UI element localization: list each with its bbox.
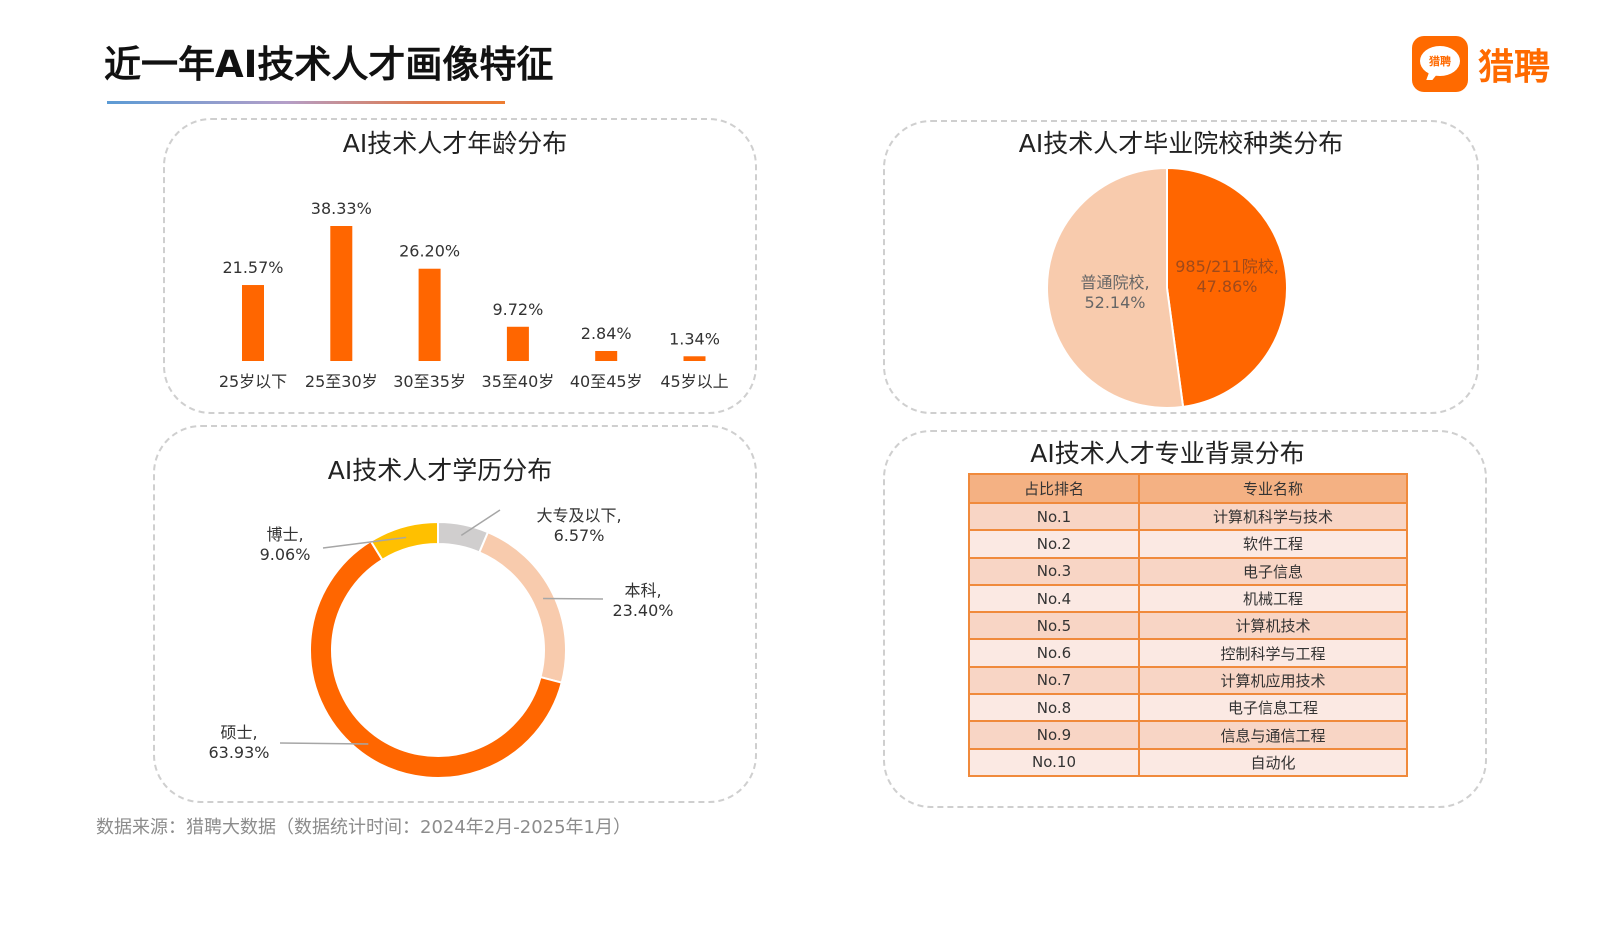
- school-pie-slice: [1046, 166, 1185, 409]
- table-row: No.2 软件工程: [968, 529, 1408, 559]
- age-bar: [330, 226, 353, 361]
- education-leader-line: [279, 742, 369, 745]
- rank-cell: No.5: [968, 611, 1140, 641]
- education-donut-chart: 大专及以下,6.57% 本科,23.40% 硕士,63.93% 博士,9.06%: [208, 506, 674, 779]
- age-category-label: 30至35岁: [393, 372, 466, 391]
- education-slice-name: 大专及以下,: [536, 506, 621, 525]
- age-bar-chart: 21.57% 25岁以下 38.33% 25至30岁 26.20% 30至35岁 9.72%…: [219, 199, 729, 391]
- age-value-label: 2.84%: [581, 324, 632, 343]
- education-chart-title: AI技术人才学历分布: [327, 456, 553, 485]
- data-source-note: 数据来源：猎聘大数据（数据统计时间：2024年2月-2025年1月）: [96, 817, 632, 838]
- age-value-label: 26.20%: [399, 242, 460, 261]
- major-ranking-table: 占比排名 专业名称 No.1 计算机科学与技术 No.2 软件工程 No.3 电子信息 No…: [968, 473, 1408, 777]
- school-distribution-panel: AI技术人才毕业院校种类分布 985/211院校, 47.86% 普通院校, 52.1…: [883, 120, 1479, 414]
- major-cell: 计算机应用技术: [1138, 665, 1408, 696]
- education-slice-name: 本科,: [624, 581, 661, 600]
- rank-cell: No.1: [968, 501, 1140, 532]
- rank-cell: No.7: [968, 665, 1140, 696]
- logo-badge-icon: 猎聘: [1412, 36, 1468, 92]
- table-header-row: 占比排名 专业名称: [968, 473, 1408, 504]
- table-row: No.5 计算机技术: [968, 611, 1408, 641]
- major-cell: 电子信息工程: [1138, 693, 1408, 723]
- column-header-major: 专业名称: [1138, 473, 1408, 504]
- school-pie-chart: 985/211院校,47.86% 普通院校,52.14%: [1046, 166, 1288, 409]
- rank-cell: No.8: [968, 693, 1140, 723]
- age-bar: [418, 268, 441, 361]
- table-row: No.9 信息与通信工程: [968, 720, 1408, 750]
- education-distribution-panel: AI技术人才学历分布 大专及以下, 6.57% 本科, 23.40% 硕士, 63.93%…: [153, 425, 757, 803]
- education-slice-value: 6.57%: [554, 526, 605, 545]
- column-header-rank: 占比排名: [968, 473, 1140, 504]
- age-bar: [506, 326, 529, 361]
- age-category-label: 25岁以下: [219, 372, 287, 391]
- table-row: No.1 计算机科学与技术: [968, 501, 1408, 532]
- major-chart-title: AI技术人才专业背景分布: [1030, 439, 1305, 468]
- age-category-label: 40至45岁: [570, 372, 643, 391]
- age-chart-title: AI技术人才年龄分布: [342, 129, 568, 158]
- education-slice-value: 23.40%: [612, 601, 673, 620]
- table-row: No.7 计算机应用技术: [968, 665, 1408, 696]
- logo-text: 猎聘: [1478, 47, 1551, 88]
- table-row: No.10 自动化: [968, 747, 1408, 777]
- major-cell: 计算机科学与技术: [1138, 501, 1408, 532]
- education-donut-slice: [369, 520, 439, 562]
- education-slice-value: 63.93%: [208, 743, 269, 762]
- age-distribution-panel: AI技术人才年龄分布 21.57% 25岁以下 38.33% 25至30岁 26.20%…: [163, 118, 757, 414]
- age-category-label: 25至30岁: [305, 372, 378, 391]
- age-category-label: 45岁以上: [660, 372, 728, 391]
- page-title: 近一年AI技术人才画像特征: [104, 43, 554, 86]
- education-donut-slice: [478, 530, 567, 684]
- age-bar: [242, 285, 264, 361]
- table-row: No.8 电子信息工程: [968, 693, 1408, 723]
- school-slice-value: 47.86%: [1196, 277, 1257, 296]
- major-distribution-panel: AI技术人才专业背景分布 占比排名 专业名称 No.1 计算机科学与技术 No.2 软…: [883, 430, 1487, 808]
- education-leader-line: [460, 509, 501, 536]
- education-leader-line: [543, 597, 604, 600]
- age-category-label: 35至40岁: [482, 372, 555, 391]
- major-cell: 计算机技术: [1138, 611, 1408, 641]
- age-value-label: 1.34%: [669, 329, 720, 348]
- liepin-logo: 猎聘 猎聘: [1412, 36, 1550, 92]
- major-cell: 电子信息: [1138, 556, 1408, 586]
- school-slice-value: 52.14%: [1084, 293, 1145, 312]
- school-pie-slice: [1166, 166, 1288, 409]
- major-cell: 自动化: [1138, 747, 1408, 777]
- rank-cell: No.6: [968, 638, 1140, 668]
- education-slice-value: 9.06%: [260, 545, 311, 564]
- major-cell: 机械工程: [1138, 583, 1408, 614]
- age-value-label: 21.57%: [222, 258, 283, 277]
- age-bar: [595, 350, 618, 361]
- age-value-label: 38.33%: [311, 199, 372, 218]
- education-leader-line: [322, 536, 407, 549]
- table-row: No.3 电子信息: [968, 556, 1408, 586]
- major-cell: 信息与通信工程: [1138, 720, 1408, 750]
- school-chart-title: AI技术人才毕业院校种类分布: [1018, 129, 1344, 158]
- rank-cell: No.9: [968, 720, 1140, 750]
- table-row: No.4 机械工程: [968, 583, 1408, 614]
- table-row: No.6 控制科学与工程: [968, 638, 1408, 668]
- age-bar: [683, 356, 706, 361]
- age-value-label: 9.72%: [492, 300, 543, 319]
- logo-bubble: 猎聘: [1420, 46, 1460, 76]
- rank-cell: No.3: [968, 556, 1140, 586]
- rank-cell: No.10: [968, 747, 1140, 777]
- title-underline: [107, 101, 505, 104]
- major-cell: 控制科学与工程: [1138, 638, 1408, 668]
- education-slice-name: 硕士,: [220, 723, 257, 742]
- logo-bubble-tail: [1426, 71, 1440, 80]
- rank-cell: No.2: [968, 529, 1140, 559]
- rank-cell: No.4: [968, 583, 1140, 614]
- major-cell: 软件工程: [1138, 529, 1408, 559]
- school-slice-name: 普通院校,: [1080, 273, 1149, 292]
- school-slice-name: 985/211院校,: [1175, 257, 1279, 276]
- education-slice-name: 博士,: [266, 525, 303, 544]
